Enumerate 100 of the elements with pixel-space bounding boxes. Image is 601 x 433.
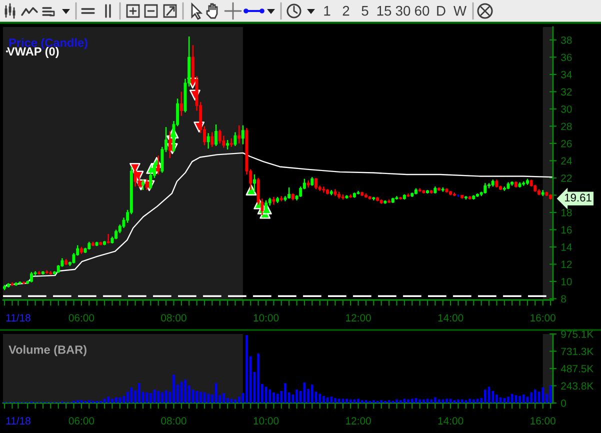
candlestick: [114, 229, 118, 240]
text: 5: [362, 6, 368, 16]
bar: [296, 390, 298, 403]
bar: [399, 400, 402, 403]
bar: [334, 398, 336, 403]
candlestick: [30, 271, 33, 283]
bar: [460, 399, 464, 403]
bar: [380, 400, 383, 403]
x-tick-label: 14:00: [438, 314, 464, 322]
bar: [468, 398, 471, 403]
bar: [522, 394, 525, 403]
bar: [238, 396, 240, 403]
x-tick-label: 08:00: [161, 417, 186, 425]
candlestick: [238, 124, 241, 144]
candlestick: [214, 124, 218, 147]
bar: [146, 392, 148, 403]
bar: [492, 390, 494, 403]
y-tick-label: 8: [561, 295, 566, 303]
y-tick-label: 975.1K: [561, 330, 594, 338]
bar: [346, 398, 348, 403]
bar: [330, 396, 333, 403]
y-tick-label: 731.3K: [561, 348, 594, 356]
bar: [230, 398, 233, 403]
x-tick-label: 10:00: [254, 314, 279, 322]
bar: [157, 390, 160, 403]
candlestick: [206, 132, 210, 150]
text: W: [454, 6, 467, 16]
candlestick: [484, 182, 487, 194]
y-tick-label: 243.8K: [561, 382, 594, 390]
x-tick-label: 06:00: [68, 314, 94, 322]
bar: [246, 335, 248, 403]
bar: [268, 390, 271, 403]
bar: [88, 400, 90, 403]
y-tick-label: 487.5K: [560, 365, 594, 372]
bar: [172, 374, 175, 403]
bar: [272, 392, 275, 403]
y-tick-label: 36: [561, 54, 572, 62]
candlestick: [106, 233, 110, 244]
candlestick: [180, 91, 183, 116]
bar: [422, 399, 425, 403]
bar: [396, 399, 398, 403]
x-tick-label: 16:00: [530, 417, 556, 425]
candlestick: [218, 129, 222, 144]
y-tick-label: 34: [561, 70, 572, 78]
bar: [360, 400, 364, 403]
bar: [150, 393, 152, 403]
bar: [442, 399, 444, 403]
x-tick-label: 14:00: [438, 417, 464, 425]
x-tick-label: 10:00: [254, 417, 279, 425]
bar: [222, 393, 225, 403]
bar: [464, 400, 468, 403]
y-tick-label: 18: [561, 208, 572, 216]
bar: [234, 399, 236, 403]
bar: [199, 392, 202, 403]
bar: [322, 396, 325, 403]
bar: [138, 383, 140, 403]
candlestick: [141, 179, 144, 191]
y-tick-label: 16: [561, 226, 572, 234]
y-tick-label: 30: [561, 105, 572, 113]
text: 60: [414, 6, 430, 16]
candlestick: [299, 186, 302, 198]
bar: [496, 394, 498, 403]
bar: [196, 390, 198, 403]
x-tick-label: 11/18: [6, 416, 30, 425]
bar: [430, 399, 432, 403]
bar: [118, 397, 122, 403]
bar: [407, 399, 410, 403]
x-tick-label: 06:00: [68, 417, 94, 425]
x-tick-label: 12:00: [346, 417, 371, 425]
candlestick: [241, 124, 244, 145]
y-tick-label: 28: [561, 122, 572, 130]
bar: [80, 400, 83, 403]
text: 1: [324, 6, 330, 16]
candlestick: [314, 177, 318, 190]
bar: [507, 396, 510, 403]
candlestick: [234, 132, 237, 147]
x-tick-label: 08:00: [161, 314, 186, 322]
text: 15: [377, 6, 392, 16]
text: Volume (BAR): [8, 345, 86, 356]
y-tick-label: 14: [561, 244, 572, 251]
bar: [534, 390, 536, 403]
y-tick-label: 22: [561, 174, 572, 182]
x-tick-label: 12:00: [346, 314, 371, 322]
bar: [530, 392, 532, 403]
bar: [434, 397, 436, 403]
x-tick-label: 11/18: [6, 314, 30, 322]
y-tick-label: 24: [561, 157, 572, 164]
bar: [107, 396, 110, 403]
candlestick: [72, 252, 76, 264]
bar: [446, 398, 448, 403]
y-tick-label: 38: [561, 36, 572, 44]
y-tick-label: 32: [561, 88, 572, 96]
bar: [122, 396, 125, 403]
bar: [418, 399, 421, 403]
line-series: [4, 152, 553, 289]
bar: [284, 383, 286, 403]
bar: [161, 392, 164, 403]
y-tick-label: 10: [561, 278, 572, 286]
bar: [372, 400, 375, 403]
y-tick-label: 26: [561, 140, 572, 148]
